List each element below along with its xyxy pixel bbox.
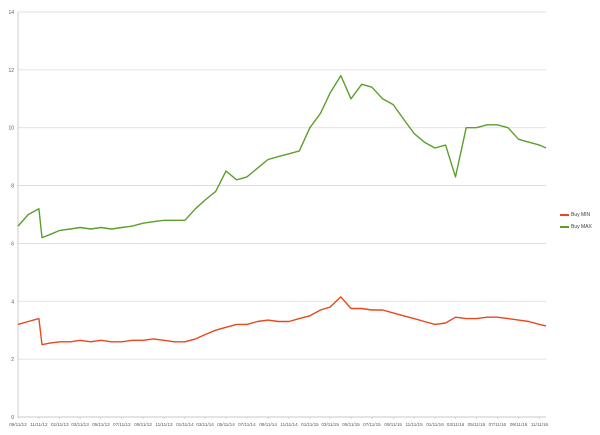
legend-label-buy-min: Buy MIN [571, 212, 591, 218]
x-tick-label: 05/11/14 [217, 422, 235, 427]
legend: Buy MIN Buy MAX [560, 210, 598, 234]
legend-item-buy-max: Buy MAX [560, 222, 598, 232]
x-tick-label: 05/11/15 [342, 422, 360, 427]
x-tick-label: 01/11/15 [301, 422, 319, 427]
series-line-buy-max [17, 74, 547, 239]
x-tick-label: 07/11/14 [238, 422, 256, 427]
x-tick-label: 07/11/16 [489, 422, 507, 427]
y-tick-label: 2 [11, 357, 14, 363]
x-tick-label: 09/11/15 [384, 422, 402, 427]
x-tick-label: 11/11/16 [531, 422, 549, 427]
x-tick-labels: 09/11/12 11/11/12 01/11/13 03/11/13 05/11/13… [9, 417, 549, 427]
y-tick-label: 12 [8, 68, 14, 74]
y-tick-label: 4 [11, 299, 14, 305]
axes [17, 12, 546, 418]
x-tick-label: 03/11/14 [196, 422, 214, 427]
y-tick-label: 10 [8, 126, 14, 132]
x-tick-label: 09/11/12 [9, 422, 27, 427]
series-lines [17, 74, 547, 346]
series-line-buy-min [17, 296, 547, 346]
x-tick-label: 11/11/12 [30, 422, 48, 427]
x-tick-label: 09/11/16 [510, 422, 528, 427]
legend-swatch-buy-min [560, 214, 569, 216]
y-tick-labels: 0 2 4 6 8 10 12 14 [8, 10, 14, 421]
legend-label-buy-max: Buy MAX [571, 224, 592, 230]
x-tick-label: 11/11/13 [155, 422, 173, 427]
x-tick-label: 07/11/15 [363, 422, 381, 427]
legend-swatch-buy-max [560, 226, 569, 228]
x-tick-label: 11/11/14 [280, 422, 298, 427]
x-tick-label: 09/11/13 [134, 422, 152, 427]
x-tick-label: 01/11/16 [426, 422, 444, 427]
y-tick-label: 0 [11, 415, 14, 421]
x-tick-label: 07/11/13 [113, 422, 131, 427]
y-tick-label: 6 [11, 241, 14, 247]
legend-item-buy-min: Buy MIN [560, 210, 598, 220]
x-tick-label: 03/11/16 [447, 422, 465, 427]
x-tick-label: 05/11/16 [468, 422, 486, 427]
x-tick-label: 01/11/14 [176, 422, 194, 427]
x-tick-label: 05/11/13 [92, 422, 110, 427]
x-tick-label: 11/11/15 [405, 422, 423, 427]
gridlines [18, 11, 546, 418]
y-tick-label: 8 [11, 184, 14, 190]
x-tick-label: 09/11/14 [259, 422, 277, 427]
x-tick-label: 01/11/13 [51, 422, 69, 427]
y-tick-label: 14 [8, 10, 14, 16]
x-tick-label: 03/11/15 [321, 422, 339, 427]
x-tick-label: 03/11/13 [71, 422, 89, 427]
